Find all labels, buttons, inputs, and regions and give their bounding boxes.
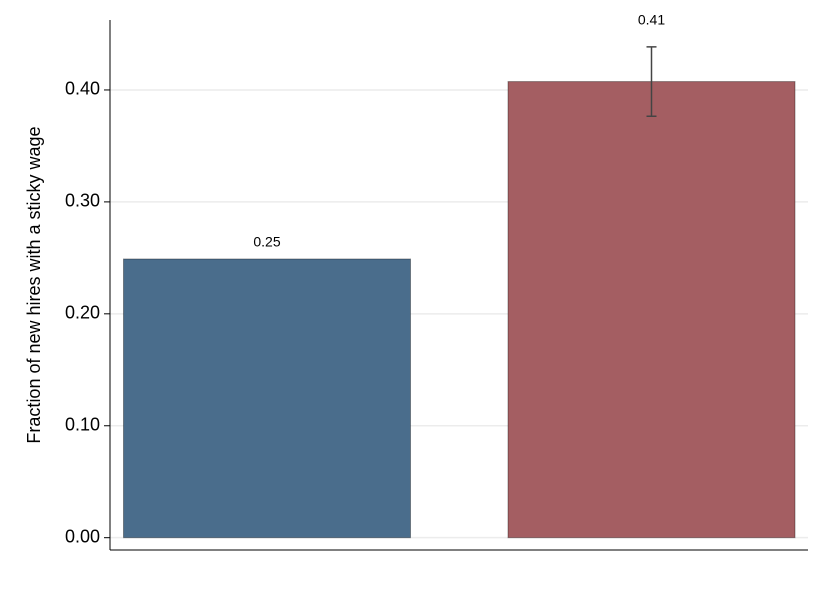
value-label: 0.25	[253, 234, 280, 250]
bar	[123, 258, 411, 539]
value-label: 0.41	[638, 12, 665, 28]
y-tick-label: 0.00	[65, 526, 100, 546]
y-tick-label: 0.10	[65, 415, 100, 435]
bar	[507, 81, 796, 539]
y-tick-label: 0.20	[65, 303, 100, 323]
y-axis-label: Fraction of new hires with a sticky wage	[24, 126, 44, 443]
y-tick-label: 0.30	[65, 191, 100, 211]
y-tick-label: 0.40	[65, 79, 100, 99]
